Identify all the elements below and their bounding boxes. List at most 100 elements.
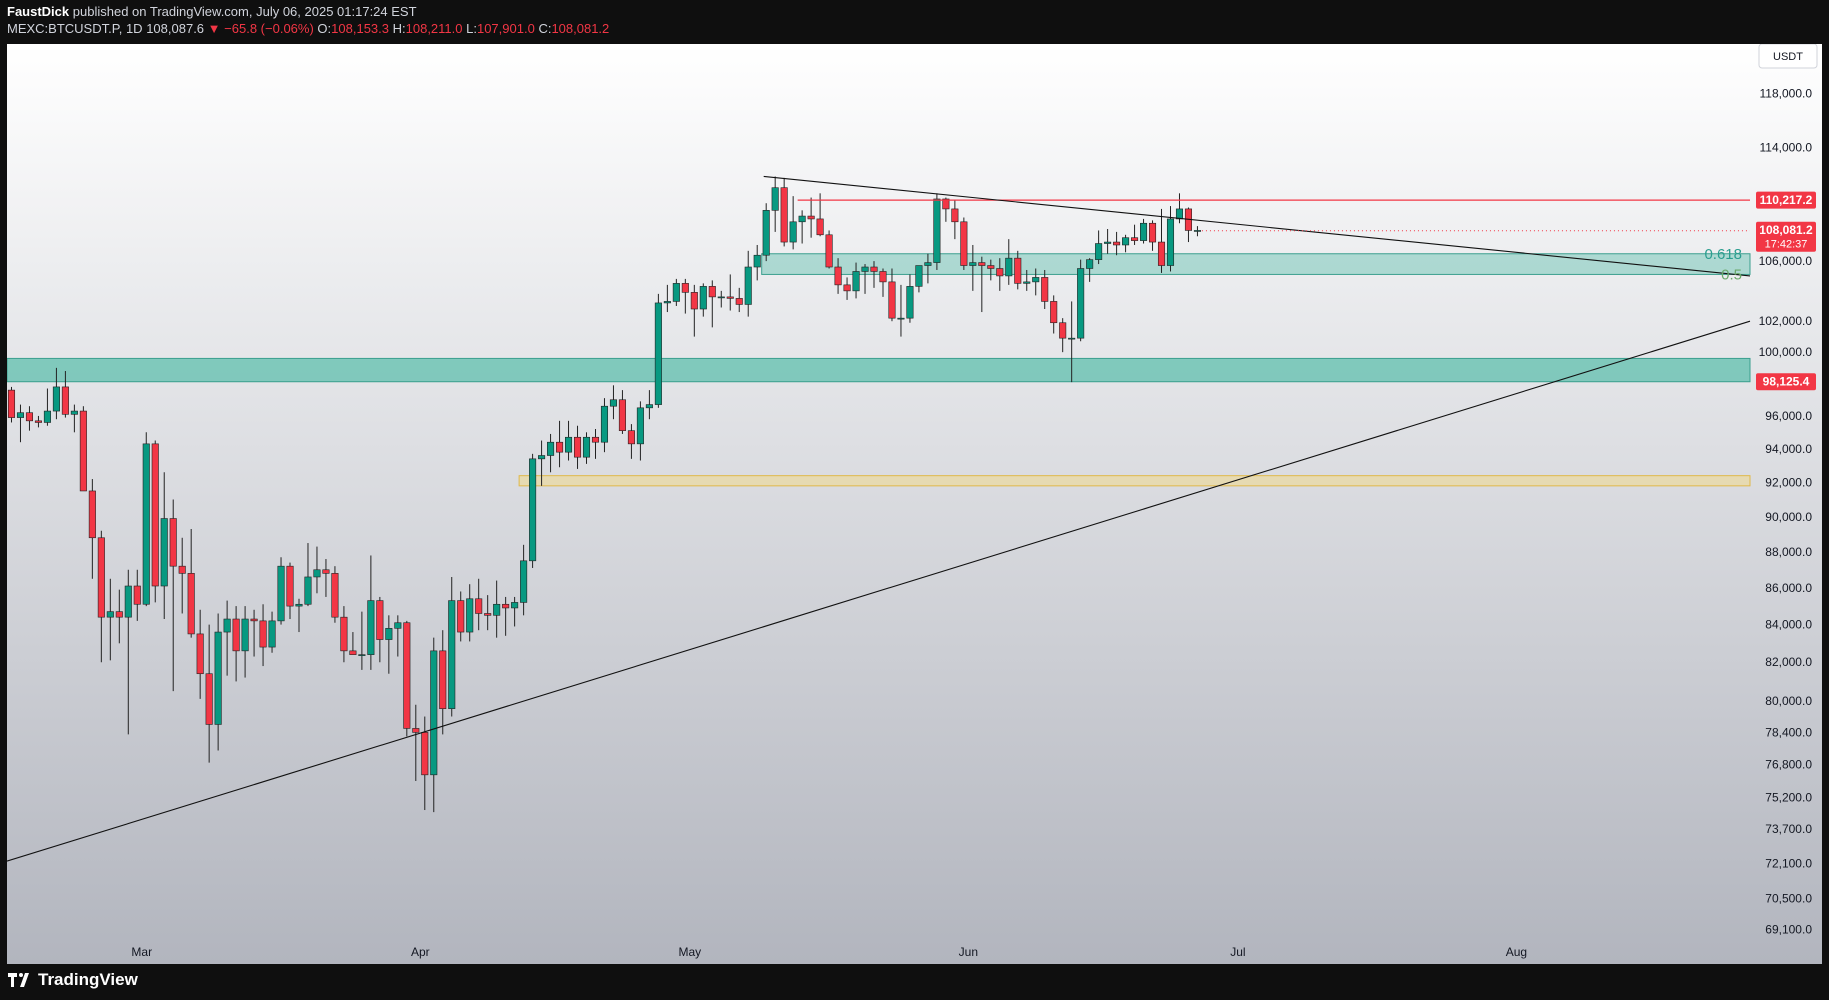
- ascending-trendline: [7, 320, 1751, 862]
- candle-body: [564, 436, 573, 453]
- candle-body: [1050, 301, 1058, 324]
- candle-body: [861, 266, 869, 272]
- candle-body: [1086, 259, 1094, 269]
- candle-body: [430, 650, 438, 776]
- candle-body: [888, 281, 896, 319]
- price-chart[interactable]: 0.618 0.5 118,000.0 114,000.0 106,000.0 102,…: [7, 44, 1822, 964]
- y-tick-label: 76,800.0: [1765, 758, 1812, 772]
- candle-body: [1059, 322, 1067, 339]
- last-price: 108,087.6: [146, 21, 205, 36]
- y-tick-label: 73,700.0: [1765, 822, 1812, 836]
- candle-body: [322, 569, 330, 574]
- candle-body: [547, 441, 555, 456]
- y-tick-label: 94,000.0: [1765, 442, 1812, 456]
- candle-body: [61, 386, 69, 415]
- candle-body: [672, 283, 680, 302]
- candle-body: [79, 410, 87, 492]
- candle-body: [241, 618, 249, 652]
- current-price-tag-bg: [1756, 221, 1816, 252]
- candle-body: [502, 603, 510, 609]
- x-tick-label: Jul: [1230, 945, 1245, 959]
- down-triangle-icon: ▼: [207, 21, 221, 36]
- close-value: 108,081.2: [551, 21, 610, 36]
- candle-body: [1077, 268, 1085, 339]
- y-tick-label: 92,000.0: [1765, 475, 1812, 489]
- countdown-label: 17:42:37: [1765, 239, 1808, 251]
- candle-body: [412, 728, 420, 733]
- candle-body: [160, 518, 168, 587]
- candle-body: [340, 616, 348, 652]
- candle-body: [834, 266, 842, 286]
- candle-body: [591, 436, 600, 443]
- candle-body: [1041, 277, 1049, 302]
- candle-body: [1005, 257, 1013, 277]
- candle-body: [627, 430, 635, 445]
- candle-body: [816, 218, 824, 236]
- candle-body: [304, 576, 312, 605]
- symbol-label[interactable]: MEXC:BTCUSDT.P, 1D: [7, 21, 143, 36]
- candle-body: [475, 598, 483, 614]
- y-tick-label: 84,000.0: [1765, 618, 1812, 632]
- y-tick-label: 88,000.0: [1765, 545, 1812, 559]
- author-name[interactable]: FaustDick: [7, 4, 70, 19]
- open-label: O:: [317, 21, 332, 36]
- candle-body: [511, 602, 519, 609]
- candle-body: [70, 410, 78, 415]
- brand-text: TradingView: [38, 970, 138, 989]
- candle-body: [582, 436, 591, 458]
- candle-body: [286, 565, 294, 607]
- candle-body: [645, 404, 653, 409]
- candle-body: [403, 622, 411, 729]
- chart-background: [7, 44, 1822, 964]
- candle-body: [448, 600, 456, 709]
- y-tick-label: 86,000.0: [1765, 581, 1812, 595]
- candle-body: [807, 215, 815, 220]
- resistance-price-tag-bg: [1756, 191, 1816, 209]
- currency-label: USDT: [1773, 51, 1803, 63]
- candle-body: [690, 292, 698, 310]
- y-tick-label: 102,000.0: [1759, 314, 1813, 328]
- candle-body: [825, 234, 833, 268]
- candle-body: [529, 458, 537, 562]
- candle-body: [187, 573, 195, 635]
- candle-body: [1068, 337, 1076, 340]
- y-tick-label: 118,000.0: [1760, 87, 1813, 101]
- candle-body: [169, 518, 177, 567]
- tradingview-logo[interactable]: TradingView: [8, 970, 138, 990]
- y-tick-label: 78,400.0: [1765, 725, 1812, 739]
- candle-body: [618, 399, 626, 431]
- candle-body: [915, 265, 923, 287]
- candle-body: [205, 673, 213, 725]
- candle-body: [124, 585, 132, 618]
- x-tick-label: Apr: [411, 945, 430, 959]
- candle-body: [1014, 257, 1022, 284]
- candle-body: [520, 560, 528, 603]
- candle-body: [843, 284, 851, 292]
- candle-body: [151, 443, 159, 587]
- candle-body: [996, 268, 1004, 277]
- candle-body: [214, 631, 222, 725]
- candle-body: [1140, 222, 1148, 241]
- candle-body: [43, 410, 51, 423]
- candle-body: [681, 283, 689, 293]
- price-change: −65.8 (−0.06%): [224, 21, 314, 36]
- chart-header: FaustDick published on TradingView.com, …: [0, 0, 1829, 44]
- y-tick-label: 100,000.0: [1759, 345, 1813, 359]
- demand-zone: [518, 475, 1751, 487]
- candle-body: [771, 187, 779, 211]
- candle-body: [600, 405, 609, 443]
- candle-body: [1023, 281, 1031, 284]
- candle-body: [331, 573, 339, 618]
- candle-body: [106, 611, 114, 618]
- support-zone: [7, 357, 1751, 383]
- current-price-tag: 108,081.2: [1759, 223, 1813, 237]
- candle-body: [466, 598, 474, 633]
- open-value: 108,153.3: [331, 21, 389, 36]
- candle-body: [960, 221, 968, 266]
- candle-body: [1113, 241, 1121, 246]
- candle-body: [573, 436, 582, 458]
- candle-body: [439, 650, 447, 709]
- y-tick-label: 75,200.0: [1765, 791, 1812, 805]
- candle-body: [223, 618, 231, 633]
- candle-body: [358, 654, 366, 656]
